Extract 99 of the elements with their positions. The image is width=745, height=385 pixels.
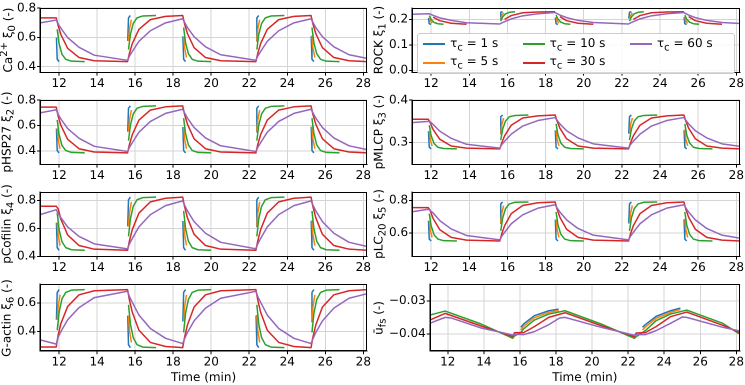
x-tick-label: 28 bbox=[356, 168, 371, 182]
x-tick-label: 28 bbox=[356, 76, 371, 90]
x-tick-label: 22 bbox=[242, 354, 257, 369]
x-tick-label: 24 bbox=[652, 260, 668, 274]
y-tick-label: 0.8 bbox=[16, 192, 36, 207]
x-tick-label: 20 bbox=[204, 168, 219, 182]
x-tick-label: 26 bbox=[690, 76, 706, 90]
legend-label: τ$_{c}$ = 30 s bbox=[550, 54, 606, 72]
x-tick-label: 20 bbox=[584, 354, 600, 369]
y-tick-label: 0.6 bbox=[16, 295, 36, 310]
y-tick-label: 0.4 bbox=[16, 248, 36, 263]
x-tick-label: 16 bbox=[500, 76, 516, 90]
x-tick-label: 24 bbox=[280, 260, 295, 274]
x-tick-label: 12 bbox=[51, 260, 67, 274]
x-tick-label: 26 bbox=[690, 168, 706, 182]
x-tick-label: 22 bbox=[242, 76, 257, 90]
x-tick-label: 22 bbox=[242, 168, 257, 182]
x-tick-label: 16 bbox=[500, 168, 516, 182]
x-tick-label: 28 bbox=[728, 354, 744, 369]
x-tick-label: 14 bbox=[476, 354, 492, 369]
x-tick-label: 22 bbox=[614, 76, 630, 90]
x-tick-label: 26 bbox=[690, 260, 706, 274]
x-tick-label: 16 bbox=[128, 260, 143, 274]
x-tick-label: 18 bbox=[166, 168, 181, 182]
x-tick-label: 16 bbox=[512, 354, 528, 369]
x-tick-label: 16 bbox=[500, 260, 516, 274]
y-tick-label: 0.6 bbox=[16, 118, 36, 132]
y-tick-label: 0.6 bbox=[16, 220, 36, 235]
x-tick-label: 28 bbox=[728, 260, 744, 274]
y-tick-label: 0.4 bbox=[16, 323, 36, 338]
x-tick-label: 20 bbox=[576, 168, 592, 182]
y-tick-label: 0.6 bbox=[388, 224, 408, 239]
x-tick-label: 20 bbox=[204, 260, 219, 274]
y-tick-label: 0.8 bbox=[388, 192, 408, 206]
x-tick-label: 28 bbox=[728, 168, 744, 182]
y-tick-label: −0.03 bbox=[388, 292, 426, 307]
x-tick-label: 22 bbox=[614, 260, 630, 274]
x-tick-label: 14 bbox=[89, 260, 105, 274]
x-tick-label: 26 bbox=[318, 260, 333, 274]
x-tick-label: 18 bbox=[538, 168, 554, 182]
x-axis-title: Time (min) bbox=[170, 370, 236, 384]
x-tick-label: 16 bbox=[128, 76, 143, 90]
x-tick-label: 18 bbox=[166, 260, 181, 274]
legend-label: τ$_{c}$ = 60 s bbox=[656, 36, 713, 54]
x-tick-label: 12 bbox=[424, 260, 439, 274]
y-tick-label: 0.6 bbox=[16, 30, 36, 44]
x-tick-label: 20 bbox=[204, 76, 219, 90]
x-tick-label: 14 bbox=[462, 260, 477, 274]
y-tick-label: 0.8 bbox=[16, 0, 36, 14]
x-tick-label: 24 bbox=[652, 168, 668, 182]
y-tick-label: 0.3 bbox=[388, 134, 408, 149]
y-tick-label: −0.04 bbox=[388, 326, 426, 340]
x-tick-label: 20 bbox=[204, 354, 219, 369]
x-tick-label: 22 bbox=[242, 260, 257, 274]
y-tick-label: 0.4 bbox=[16, 58, 36, 73]
x-tick-label: 14 bbox=[89, 76, 105, 90]
x-tick-label: 22 bbox=[620, 354, 636, 369]
x-tick-label: 18 bbox=[538, 76, 554, 90]
x-tick-label: 22 bbox=[614, 168, 630, 182]
x-tick-label: 26 bbox=[318, 76, 333, 90]
x-tick-label: 12 bbox=[51, 76, 67, 90]
legend-label: τ$_{c}$ = 10 s bbox=[550, 36, 606, 54]
x-tick-label: 12 bbox=[51, 354, 67, 369]
x-tick-label: 24 bbox=[280, 354, 295, 369]
x-tick-label: 16 bbox=[128, 354, 143, 369]
x-tick-label: 26 bbox=[318, 168, 333, 182]
x-tick-label: 14 bbox=[462, 168, 477, 182]
y-tick-label: 0.4 bbox=[16, 143, 36, 158]
y-tick-label: 0.2 bbox=[388, 12, 408, 26]
x-tick-label: 26 bbox=[692, 354, 708, 369]
y-tick-label: 0.0 bbox=[388, 62, 408, 76]
x-tick-label: 24 bbox=[652, 76, 668, 90]
x-tick-label: 18 bbox=[166, 76, 181, 90]
legend-label: τ$_{c}$ = 5 s bbox=[450, 54, 498, 72]
x-tick-label: 14 bbox=[462, 76, 477, 90]
y-tick-label: 0.1 bbox=[388, 36, 408, 51]
x-tick-label: 18 bbox=[548, 354, 564, 369]
x-tick-label: 18 bbox=[166, 354, 181, 369]
x-tick-label: 14 bbox=[89, 168, 105, 182]
x-tick-label: 20 bbox=[576, 76, 592, 90]
x-tick-label: 24 bbox=[280, 168, 295, 182]
x-tick-label: 14 bbox=[89, 354, 105, 369]
x-tick-label: 24 bbox=[656, 354, 672, 369]
x-tick-label: 24 bbox=[280, 76, 295, 90]
x-tick-label: 12 bbox=[440, 354, 456, 369]
y-tick-label: 0.4 bbox=[388, 92, 408, 106]
x-tick-label: 12 bbox=[424, 168, 439, 182]
x-tick-label: 16 bbox=[128, 168, 143, 182]
x-tick-label: 28 bbox=[356, 260, 371, 274]
x-tick-label: 26 bbox=[318, 354, 333, 369]
x-axis-title: Time (min) bbox=[551, 370, 618, 384]
x-tick-label: 28 bbox=[356, 354, 371, 369]
x-tick-label: 28 bbox=[728, 76, 744, 90]
y-tick-label: 0.8 bbox=[16, 92, 36, 106]
x-tick-label: 12 bbox=[51, 168, 67, 182]
x-tick-label: 18 bbox=[538, 260, 554, 274]
x-tick-label: 12 bbox=[424, 76, 439, 90]
legend-label: τ$_{c}$ = 1 s bbox=[450, 36, 498, 54]
x-tick-label: 20 bbox=[576, 260, 592, 274]
